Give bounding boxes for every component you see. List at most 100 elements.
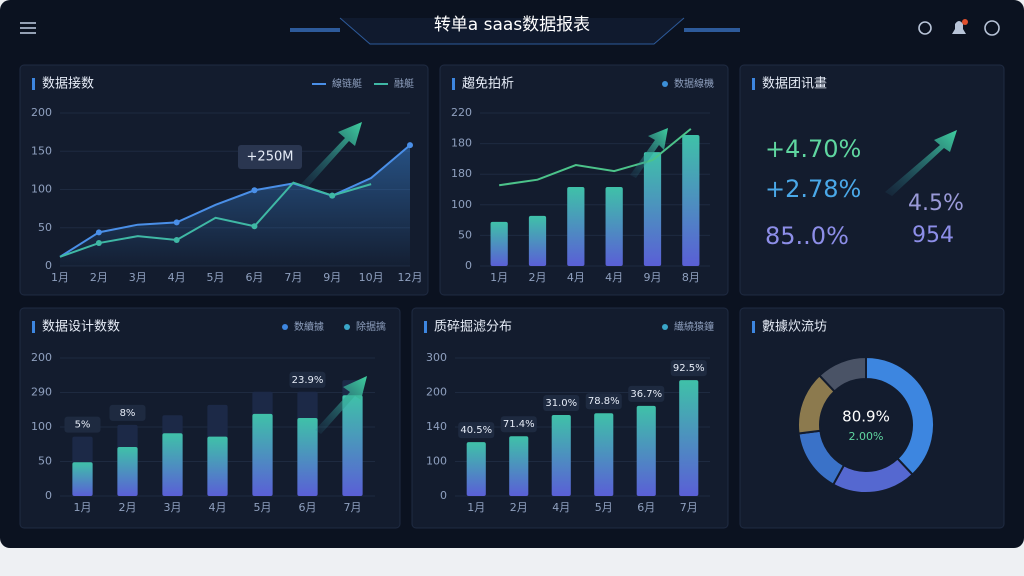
y-tick-label: 50	[38, 221, 52, 234]
x-tick-label: 4月	[567, 271, 585, 284]
bar	[117, 447, 138, 496]
x-tick-label: 12月	[398, 271, 423, 284]
header-frame	[339, 17, 685, 45]
x-tick-label: 1月	[74, 501, 92, 514]
legend-label: 数据線機	[674, 77, 714, 90]
label-box	[585, 393, 622, 410]
annotation: 92.5%	[673, 363, 705, 374]
y-tick-label: 0	[440, 489, 447, 502]
center-sub: 2.00%	[849, 430, 884, 443]
x-tick-label: 9月	[644, 271, 662, 284]
y-tick-label: 100	[31, 420, 52, 433]
x-tick-label: 5月	[254, 501, 272, 514]
legend-label: 繊繞猿鐘	[674, 320, 714, 333]
panel-title: 数据团讯畫	[762, 77, 827, 92]
legend-label: 融艇	[394, 77, 414, 90]
panel-title: 趨免拍析	[462, 77, 514, 92]
y-tick-label: 220	[451, 106, 472, 119]
y-tick-label: 100	[451, 198, 472, 211]
bar	[162, 433, 183, 496]
x-tick-label: 6月	[637, 501, 655, 514]
x-tick-label: 10月	[359, 271, 384, 284]
x-tick-label: 3月	[129, 271, 147, 284]
bar	[679, 380, 699, 496]
stat-value: +4.70%	[765, 135, 861, 163]
annotation: 31.0%	[545, 398, 577, 409]
bar	[567, 187, 585, 266]
legend-label: 数續據	[294, 320, 324, 333]
annotation: 40.5%	[460, 425, 492, 436]
title-bar	[32, 321, 35, 333]
menu-icon[interactable]	[20, 22, 36, 34]
x-tick-label: 8月	[682, 271, 700, 284]
label-box	[109, 404, 146, 421]
y-tick-label: 200	[31, 351, 52, 364]
donut-segment	[818, 355, 867, 393]
trend-arrow	[315, 376, 367, 434]
area	[60, 145, 410, 266]
x-tick-label: 2月	[119, 501, 137, 514]
x-tick-label: 6月	[299, 501, 317, 514]
title-bar	[32, 78, 35, 90]
point	[251, 223, 258, 230]
x-tick-label: 4月	[168, 271, 186, 284]
settings-icon[interactable]	[918, 21, 932, 35]
bar	[466, 442, 486, 496]
point	[251, 187, 258, 194]
y-tick-label: 180	[451, 167, 472, 180]
bar	[509, 436, 529, 496]
y-tick-label: 200	[426, 386, 447, 399]
notification-icon[interactable]	[952, 21, 966, 34]
x-tick-label: 1月	[490, 271, 508, 284]
y-tick-label: 140	[426, 420, 447, 433]
label-box	[628, 385, 665, 402]
legend-marker	[662, 81, 668, 87]
x-tick-label: 3月	[164, 501, 182, 514]
x-tick-label: 2月	[510, 501, 528, 514]
y-tick-label: 200	[31, 106, 52, 119]
panel-title: 數據炊流坊	[762, 320, 827, 335]
point	[95, 240, 102, 247]
x-tick-label: 7月	[284, 271, 302, 284]
annotation-box	[238, 145, 302, 169]
bar	[297, 418, 318, 496]
line	[59, 181, 372, 258]
point	[329, 192, 336, 199]
legend-marker	[344, 324, 350, 330]
x-tick-label: 9月	[323, 271, 341, 284]
legend-marker	[662, 324, 668, 330]
title-bar	[424, 321, 427, 333]
bar	[551, 415, 571, 496]
legend-marker	[282, 324, 288, 330]
y-tick-label: 180	[451, 137, 472, 150]
y-tick-label: 50	[38, 455, 52, 468]
stat-value: 4.5%	[908, 191, 964, 216]
label-box	[543, 395, 580, 412]
y-tick-label: 0	[45, 259, 52, 272]
bar	[682, 135, 700, 266]
x-tick-label: 5月	[207, 271, 225, 284]
y-tick-label: 300	[426, 351, 447, 364]
x-tick-label: 1月	[51, 271, 69, 284]
annotation: 8%	[120, 408, 136, 419]
trend-arrow	[885, 130, 957, 196]
center-value: 80.9%	[842, 408, 890, 426]
annotation: 36.7%	[630, 389, 662, 400]
stat-value: +2.78%	[765, 175, 861, 203]
point	[407, 142, 413, 149]
bar	[342, 395, 363, 496]
x-tick-label: 4月	[605, 271, 623, 284]
annotation: 23.9%	[292, 375, 324, 386]
user-icon[interactable]	[984, 20, 1000, 36]
x-tick-label: 4月	[209, 501, 227, 514]
point	[173, 219, 180, 226]
bar	[72, 462, 93, 496]
panel-title: 数据设计数数	[42, 320, 120, 335]
trend-arrow	[300, 122, 362, 189]
y-tick-label: 50	[458, 228, 472, 241]
annotation: 71.4%	[503, 419, 535, 430]
bar	[528, 215, 547, 266]
legend-label: 線链艇	[332, 77, 362, 90]
annotation: 5%	[75, 420, 91, 431]
stat-value: 85..0%	[765, 222, 849, 250]
